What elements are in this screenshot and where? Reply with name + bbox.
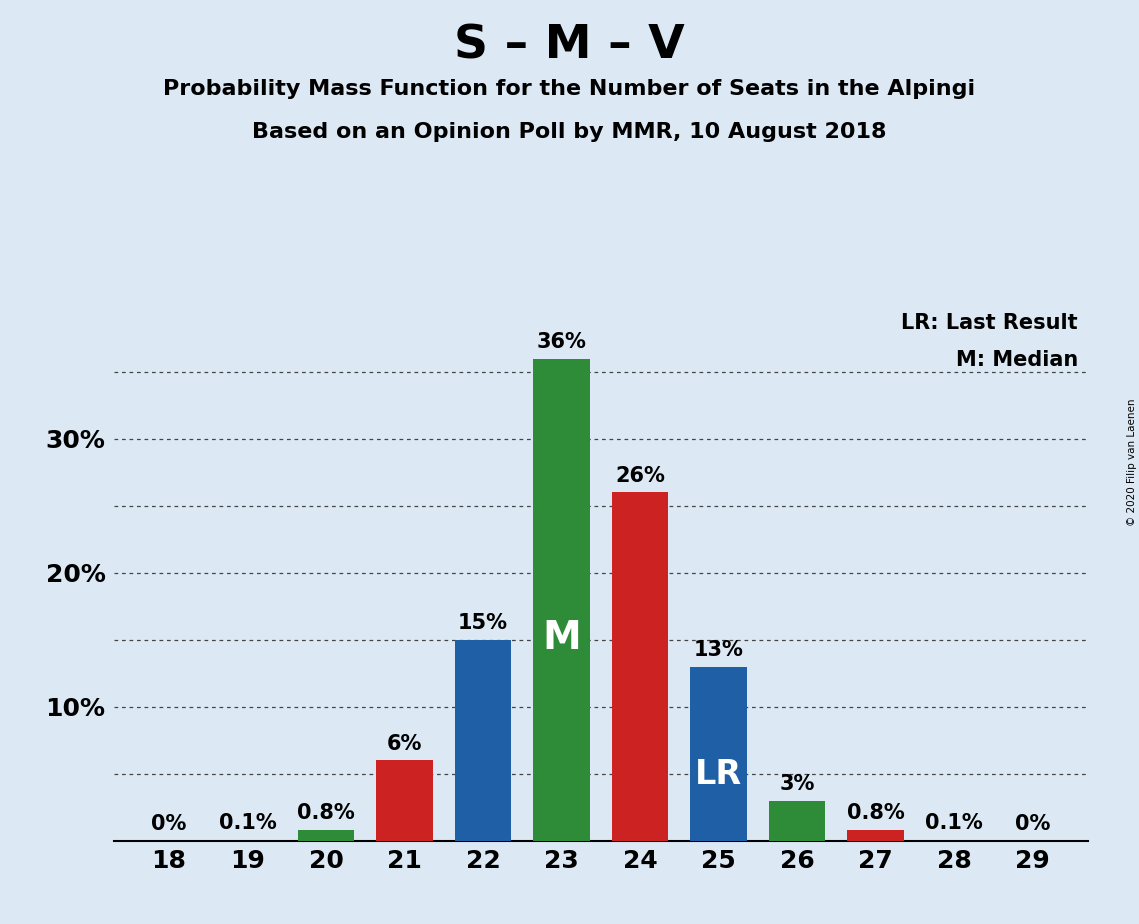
- Text: 0.1%: 0.1%: [925, 813, 983, 833]
- Bar: [769, 800, 826, 841]
- Bar: [454, 639, 511, 841]
- Text: LR: LR: [695, 759, 743, 791]
- Text: M: M: [542, 619, 581, 657]
- Text: M: Median: M: Median: [956, 350, 1077, 371]
- Bar: [376, 760, 433, 841]
- Text: 0%: 0%: [1015, 814, 1050, 834]
- Text: 0.8%: 0.8%: [297, 804, 355, 823]
- Text: S – M – V: S – M – V: [454, 23, 685, 68]
- Bar: [533, 359, 590, 841]
- Bar: [297, 830, 354, 841]
- Text: Probability Mass Function for the Number of Seats in the Alpingi: Probability Mass Function for the Number…: [163, 79, 976, 99]
- Text: © 2020 Filip van Laenen: © 2020 Filip van Laenen: [1126, 398, 1137, 526]
- Text: 3%: 3%: [779, 774, 814, 794]
- Text: 0%: 0%: [151, 814, 187, 834]
- Text: 26%: 26%: [615, 466, 665, 486]
- Text: Based on an Opinion Poll by MMR, 10 August 2018: Based on an Opinion Poll by MMR, 10 Augu…: [252, 122, 887, 142]
- Text: 0.1%: 0.1%: [219, 813, 277, 833]
- Text: 13%: 13%: [694, 640, 744, 660]
- Bar: [612, 492, 669, 841]
- Bar: [690, 667, 747, 841]
- Text: 6%: 6%: [387, 734, 423, 754]
- Text: 0.8%: 0.8%: [846, 804, 904, 823]
- Text: 36%: 36%: [536, 332, 587, 352]
- Text: 15%: 15%: [458, 614, 508, 633]
- Bar: [847, 830, 904, 841]
- Text: LR: Last Result: LR: Last Result: [901, 313, 1077, 333]
